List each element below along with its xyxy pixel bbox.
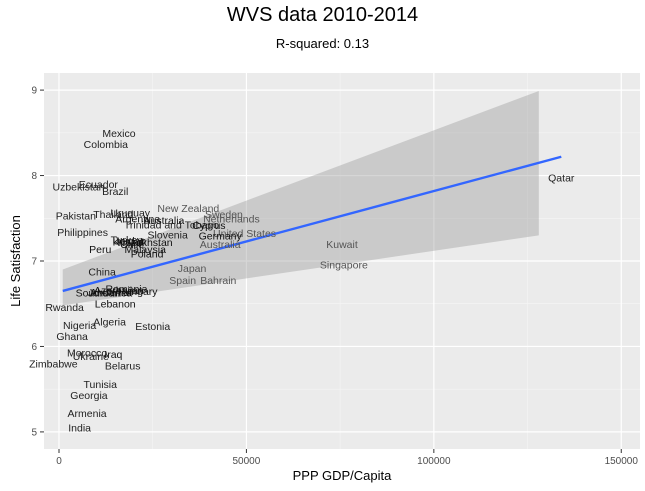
x-tick-label: 50000 <box>233 456 261 467</box>
point-label: Philippines <box>57 227 108 239</box>
point-label: Estonia <box>135 321 170 333</box>
point-label: Algeria <box>93 317 126 329</box>
regression-line <box>62 155 562 293</box>
point-label: Belarus <box>105 360 141 372</box>
point-label: Jordan <box>114 235 146 247</box>
point-label: Australia <box>200 239 241 251</box>
point-label: Uzbekistan <box>53 182 105 194</box>
y-axis-title: Life Satisfaction <box>8 215 23 307</box>
point-label: Trinidad and Tobago <box>124 219 219 231</box>
chart-subtitle: R-squared: 0.13 <box>275 36 370 51</box>
point-label: Turkey <box>111 235 143 247</box>
point-label: Jordan <box>88 288 120 300</box>
point-label: Malaysia <box>124 244 166 256</box>
point-label: Tunisia <box>83 379 117 391</box>
point-label: Germany <box>199 230 243 242</box>
point-label: Japan <box>178 263 207 275</box>
point-label: Singapore <box>320 259 368 271</box>
point-label: Poland <box>131 248 164 260</box>
point-label: Azerbaijan <box>94 285 144 297</box>
point-label: Ecuador <box>79 179 119 191</box>
point-label: Iraq <box>104 349 122 361</box>
point-label: New Zealand <box>157 203 219 215</box>
x-tick-label: 100000 <box>417 456 451 467</box>
x-axis-title: PPP GDP/Capita <box>293 468 393 483</box>
point-label: Morocco <box>67 347 107 359</box>
x-tick-label: 0 <box>56 456 62 467</box>
point-label: Rwanda <box>45 302 84 314</box>
point-label: Australia <box>144 215 185 227</box>
confidence-band <box>62 90 539 306</box>
point-label: Kuwait <box>113 236 145 248</box>
point-label: Qatar <box>548 172 575 184</box>
point-label: Hungary <box>118 286 158 298</box>
point-label: Argentina <box>115 213 160 225</box>
point-label: Spain <box>169 275 196 287</box>
point-label: Colombia <box>84 139 129 151</box>
point-label: Kazakhstan <box>118 237 173 249</box>
point-label: Uruguay <box>110 207 150 219</box>
point-label: Ukraine <box>73 351 109 363</box>
point-label: Georgia <box>70 390 108 402</box>
point-label: Thailand <box>93 209 133 221</box>
point-label: Chile <box>120 239 144 251</box>
point-label: Lebanon <box>95 299 136 311</box>
point-label: Netherlands <box>203 213 260 225</box>
y-tick-label: 9 <box>31 86 37 97</box>
point-label: Peru <box>89 244 111 256</box>
point-label: Armenia <box>68 408 107 420</box>
point-label: Nigeria <box>63 320 96 332</box>
point-label: Pakistan <box>56 211 96 223</box>
point-label: United States <box>213 228 276 240</box>
point-label: Mexico <box>102 128 135 140</box>
point-label: Kuwait <box>326 239 358 251</box>
point-label: Bahrain <box>200 275 236 287</box>
y-tick-label: 5 <box>31 427 37 438</box>
y-tick-label: 8 <box>31 171 37 182</box>
x-tick-label: 150000 <box>605 456 639 467</box>
point-label: Cyprus <box>192 220 225 232</box>
y-axis: 5 6 7 8 9 <box>31 86 44 438</box>
regression-line-group <box>62 155 562 293</box>
point-label: South Africa <box>76 288 133 300</box>
grid-lines <box>44 73 640 449</box>
point-label: Zimbabwe <box>29 359 78 371</box>
point-label: Ghana <box>56 331 88 343</box>
y-tick-label: 7 <box>31 257 37 268</box>
point-label: Armenia <box>90 287 129 299</box>
point-label: China <box>88 266 116 278</box>
y-tick-label: 6 <box>31 342 37 353</box>
chart-title: WVS data 2010-2014 <box>226 4 419 26</box>
point-label: Slovenia <box>148 230 188 242</box>
x-axis: 0 50000 100000 150000 <box>56 449 638 467</box>
point-label: Brazil <box>102 186 128 198</box>
point-label: India <box>68 423 91 435</box>
confidence-band-area <box>62 90 539 306</box>
point-label: Romania <box>105 283 147 295</box>
point-label: Sweden <box>205 209 243 221</box>
